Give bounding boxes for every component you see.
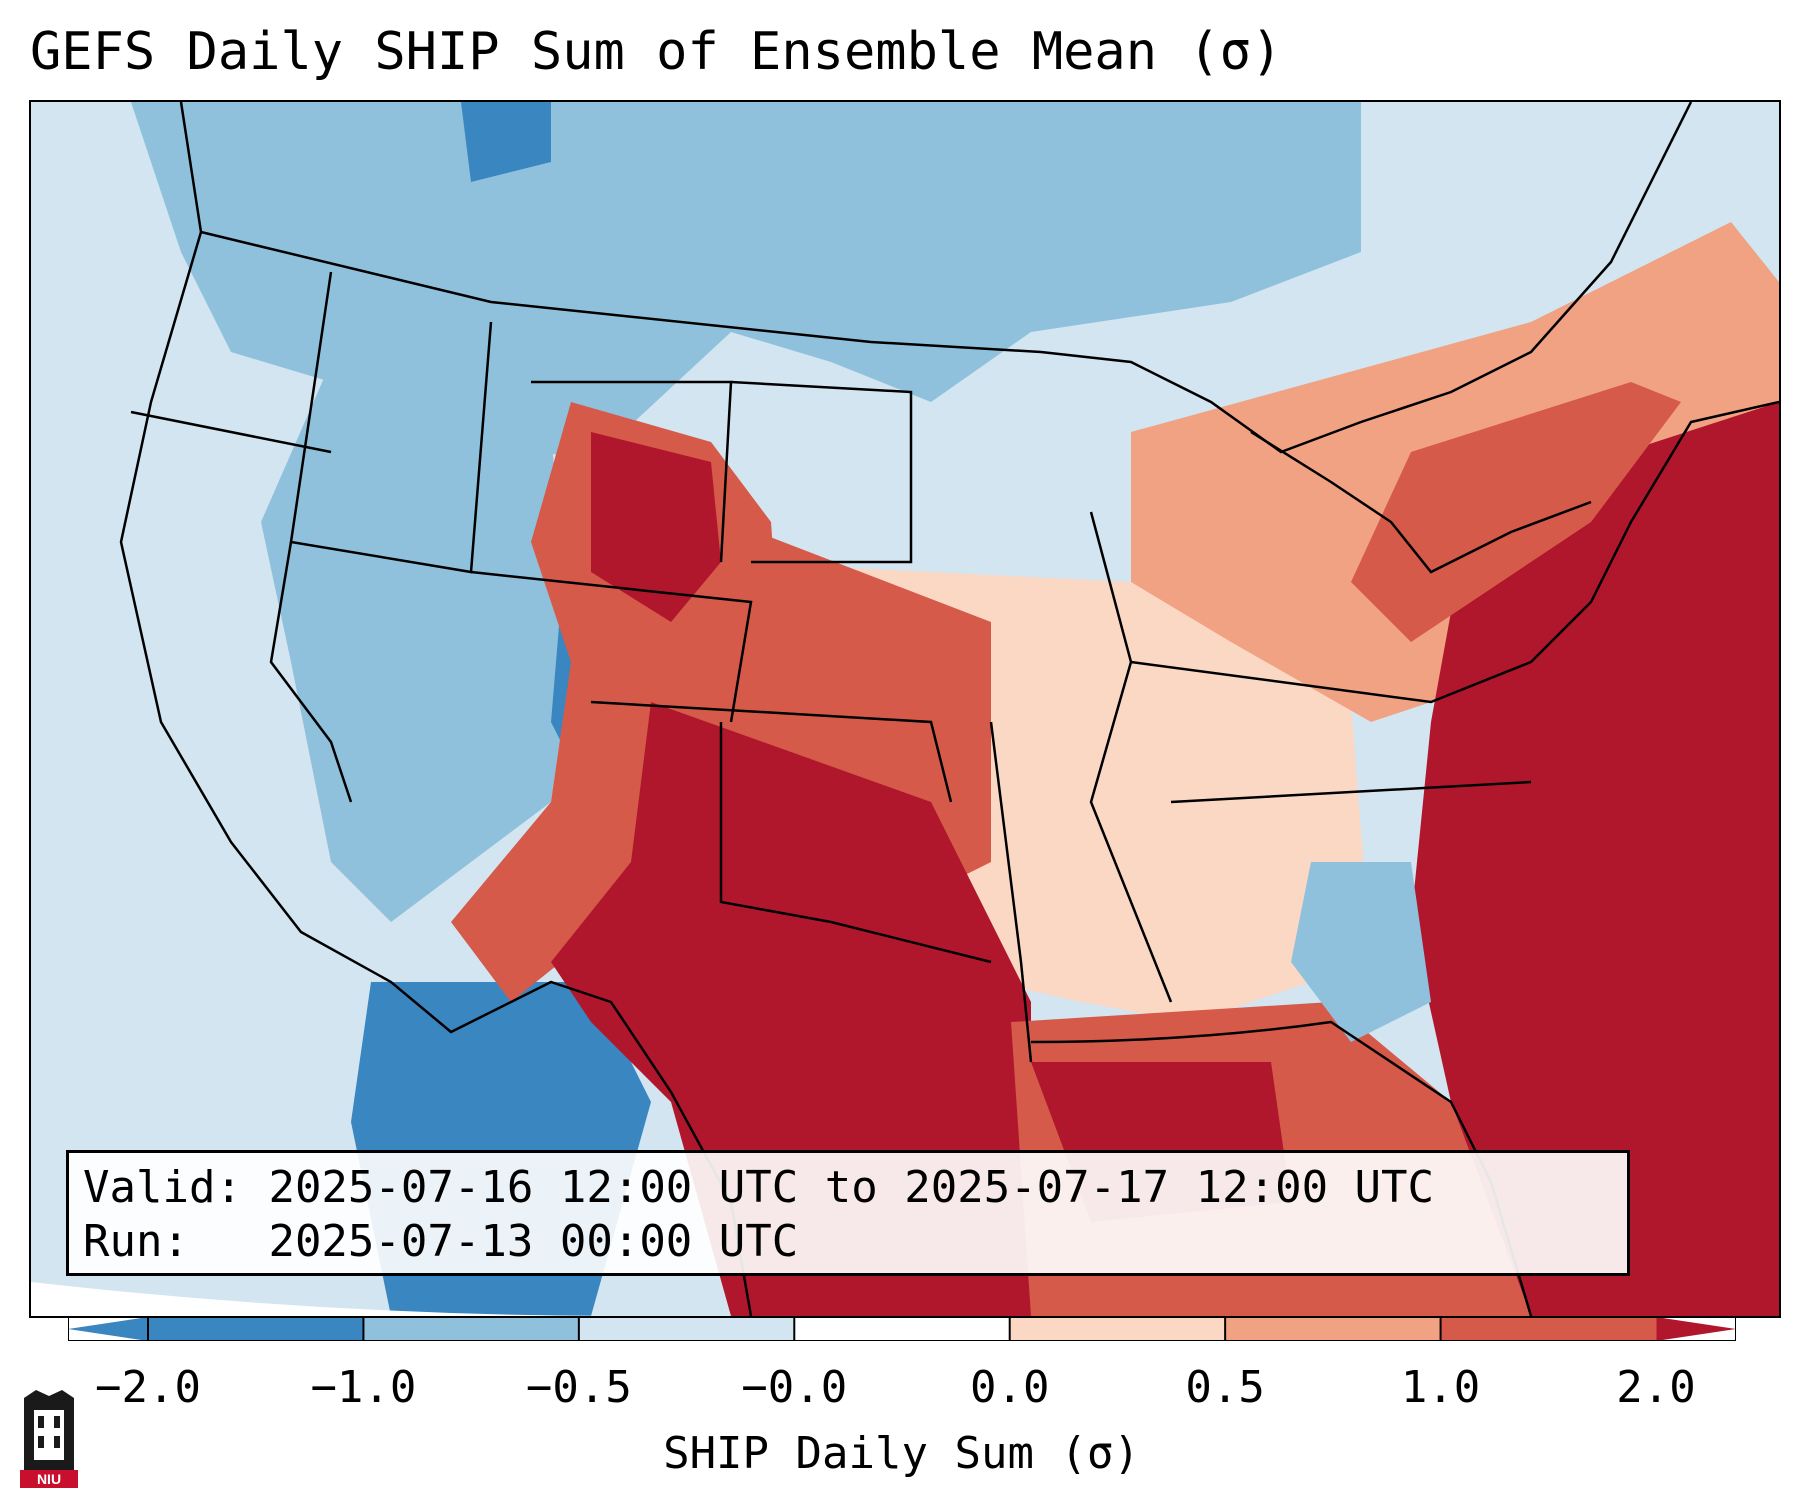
region-atlantic-darkred <box>1411 402 1779 1316</box>
colorbar-tick-label: 2.0 <box>1616 1362 1696 1413</box>
map-svg <box>31 102 1779 1316</box>
kansas-oklahoma <box>590 700 953 803</box>
east-coast <box>1530 400 1779 663</box>
colorbar-tick-label: −1.0 <box>310 1362 417 1413</box>
colorbar-segment <box>578 1317 795 1341</box>
colorbar-segment <box>148 1317 364 1341</box>
colorbar-segment <box>1440 1317 1657 1341</box>
west-coast-border <box>119 102 753 1316</box>
region-north-blue <box>131 102 1361 462</box>
map-title: GEFS Daily SHIP Sum of Ensemble Mean (σ) <box>30 22 1283 82</box>
oregon-california <box>130 410 332 454</box>
colorbar-tick-label: 0.5 <box>1185 1362 1265 1413</box>
colorbar-segment <box>794 1317 1011 1341</box>
arkansas-louisiana <box>989 721 1033 1063</box>
colorbar-segment <box>1009 1317 1226 1341</box>
tennessee-line <box>1130 660 1532 704</box>
colorbar-segments <box>147 1317 1657 1341</box>
region-canada-darkblue <box>461 102 551 182</box>
niu-logo: NIU <box>20 1390 78 1488</box>
great-lakes-border <box>1040 102 1693 454</box>
region-wyoming-darkred <box>591 432 721 622</box>
info-box: Valid: 2025-07-16 12:00 UTC to 2025-07-1… <box>66 1150 1630 1276</box>
valid-label: Valid: <box>83 1162 242 1213</box>
region-georgia-blue <box>1291 862 1431 1042</box>
valid-value: 2025-07-16 12:00 UTC to 2025-07-17 12:00… <box>268 1162 1435 1213</box>
utah-colorado <box>470 570 753 723</box>
alabama-line <box>1170 780 1532 804</box>
colorbar-segment <box>1225 1317 1442 1341</box>
run-label: Run: <box>83 1216 189 1267</box>
idaho-nevada <box>289 271 493 574</box>
domain-edge <box>31 1282 631 1316</box>
colorbar-tick-label: 1.0 <box>1400 1362 1481 1413</box>
colorbar-tick-label: −2.0 <box>95 1362 201 1413</box>
logo-text: NIU <box>37 1471 61 1487</box>
texas-north <box>719 722 992 964</box>
region-west-blue <box>261 362 571 922</box>
colorbar-label: SHIP Daily Sum (σ) <box>663 1428 1140 1479</box>
south-dakota <box>730 380 913 564</box>
map-panel <box>29 100 1781 1318</box>
ohio-penn <box>1250 430 1592 574</box>
nevada-arizona <box>269 541 353 803</box>
region-central-light <box>731 562 1371 1022</box>
colorbar <box>68 1317 1736 1341</box>
colorbar-tick-label: −0.5 <box>525 1362 632 1413</box>
colorbar-extend-low <box>68 1317 148 1341</box>
region-greatlakes-red <box>1351 382 1681 642</box>
colorbar-tick-label: 0.0 <box>969 1362 1050 1413</box>
colorbar-segment <box>363 1317 580 1341</box>
run-value: 2025-07-13 00:00 UTC <box>268 1216 799 1267</box>
colorbar-tick-label: −0.0 <box>741 1362 848 1413</box>
mississippi-river <box>1089 511 1173 1003</box>
gulf-coast <box>1030 1020 1533 1316</box>
boundaries <box>119 102 1779 1316</box>
colorbar-extend-high <box>1656 1317 1736 1341</box>
canada-border <box>200 230 1042 354</box>
